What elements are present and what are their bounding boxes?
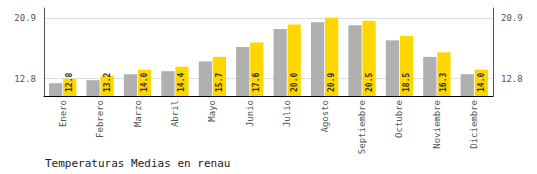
svg-text:Noviembre: Noviembre — [432, 100, 442, 149]
svg-text:17.6: 17.6 — [252, 73, 261, 92]
svg-text:Julio: Julio — [282, 100, 292, 127]
svg-text:16.3: 16.3 — [439, 73, 448, 92]
svg-text:12.8: 12.8 — [501, 74, 523, 84]
svg-text:Temperaturas Medias en renau: Temperaturas Medias en renau — [45, 157, 230, 170]
svg-text:Mayo: Mayo — [207, 100, 217, 122]
svg-text:Octubre: Octubre — [394, 100, 404, 138]
svg-text:20.5: 20.5 — [365, 73, 374, 92]
svg-text:20.9: 20.9 — [14, 13, 36, 23]
svg-text:14.0: 14.0 — [140, 73, 149, 92]
svg-text:Septiembre: Septiembre — [357, 100, 367, 154]
svg-text:14.0: 14.0 — [477, 73, 486, 92]
svg-text:20.9: 20.9 — [327, 73, 336, 92]
svg-text:20.9: 20.9 — [501, 13, 523, 23]
svg-text:12.8: 12.8 — [65, 73, 74, 92]
svg-text:18.5: 18.5 — [402, 73, 411, 92]
svg-text:12.8: 12.8 — [14, 74, 36, 84]
svg-text:15.7: 15.7 — [215, 73, 224, 92]
svg-text:13.2: 13.2 — [103, 73, 112, 92]
svg-text:Junio: Junio — [245, 100, 255, 127]
svg-text:Enero: Enero — [58, 100, 68, 127]
svg-text:Abril: Abril — [170, 100, 180, 127]
svg-text:14.4: 14.4 — [177, 73, 186, 92]
svg-text:20.0: 20.0 — [290, 73, 299, 92]
svg-text:Agosto: Agosto — [320, 100, 330, 133]
svg-text:Febrero: Febrero — [95, 100, 105, 138]
svg-text:Diciembre: Diciembre — [469, 100, 479, 149]
svg-text:Marzo: Marzo — [133, 100, 143, 127]
